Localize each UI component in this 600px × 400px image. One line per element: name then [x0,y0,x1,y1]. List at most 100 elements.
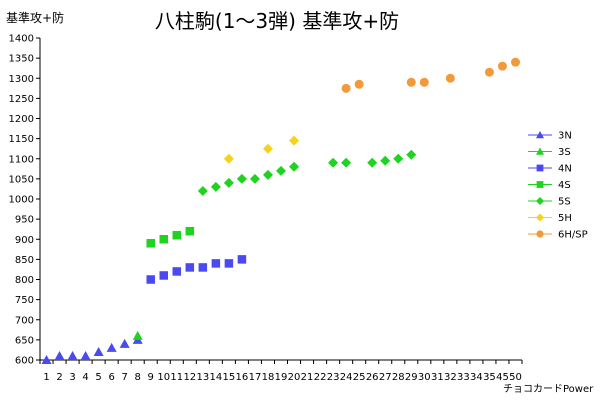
legend-item: 5H [528,213,572,224]
data-point [367,157,378,168]
x-tick-label: 29 [405,372,418,383]
y-tick-label: 600 [15,356,34,367]
legend-label: 3N [558,131,572,142]
data-point [262,169,273,180]
x-tick-label: 7 [121,372,127,383]
y-tick-label: 1350 [9,54,34,65]
data-point [172,230,182,240]
data-point [341,83,351,93]
data-point [406,149,417,160]
x-tick-label: 27 [379,372,392,383]
y-tick-label: 900 [15,235,34,246]
data-points [41,57,520,364]
y-tick-label: 650 [15,335,34,346]
y-axis-label: 基準攻+防 [6,10,64,25]
legend-marker [536,164,544,172]
data-point [445,73,455,83]
data-point [67,350,78,360]
y-tick-label: 950 [15,215,34,226]
x-axis-label: チョコカードPower [503,383,594,395]
x-tick-label: 5 [95,372,101,383]
data-point [223,153,234,164]
legend-item: 3N [528,131,572,142]
x-tick-label: 26 [366,372,379,383]
x-tick-label: 15 [223,372,236,383]
data-point [484,67,494,77]
x-tick-labels: 1 2 3 4 5 6 7 8 9 10 11 12 13 14 15 16 17 18 19 20 21 22 23 24 2… [39,360,523,383]
series-4s [146,226,195,248]
data-point [210,181,221,192]
series-6h-sp [341,57,520,93]
x-tick-label: 28 [392,372,405,383]
x-tick-label: 6 [108,372,114,383]
data-point [41,355,52,364]
x-tick-label: 12 [183,372,196,383]
data-point [146,239,155,248]
series-5s [197,149,417,196]
data-point [106,342,117,352]
y-tick-label: 1300 [9,74,34,85]
x-tick-label: 3 [69,372,75,383]
data-point [93,346,104,356]
legend-label: 5S [558,197,571,208]
data-point [497,61,507,71]
x-tick-label: 31 [431,372,444,383]
data-point [172,267,182,276]
data-point [185,226,195,236]
data-point [380,155,391,166]
x-tick-label: 17 [249,372,262,383]
x-tick-label: 1 [43,372,49,383]
data-point [249,173,260,184]
x-tick-label: 10 [157,372,170,383]
x-tick-label: 35 [483,372,496,383]
legend-label: 6H/SP [558,230,588,241]
series-4n [146,255,247,284]
series-3s [132,330,143,340]
x-tick-label: 34 [470,372,483,383]
legend-label: 3S [558,147,571,158]
data-point [289,135,300,146]
x-tick-label: 2 [56,372,62,383]
y-tick-label: 1000 [9,195,34,206]
legend-item: 4S [528,180,571,191]
y-tick-label: 1150 [9,134,34,145]
legend-label: 5H [558,213,572,224]
legend-marker [536,197,544,205]
data-point [237,255,247,264]
data-point [276,165,286,176]
x-tick-label: 45 [496,372,509,383]
x-tick-label: 9 [148,372,154,383]
legend-marker [536,181,544,188]
y-tick-label: 1050 [9,174,34,185]
y-tick-labels: 600 650 700 750 800 850 900 950 1000 1050 1100 1150… [9,34,40,367]
x-tick-label: 8 [135,372,141,383]
legend-marker [536,147,544,155]
x-tick-label: 30 [418,372,431,383]
legend: 3N 3S 4N 4S 5S 5H 6H/SP [528,131,588,241]
legend-item: 4N [528,164,572,175]
x-tick-label: 21 [301,372,314,383]
data-point [289,161,300,172]
x-tick-label: 50 [509,372,522,383]
data-point [54,350,65,360]
data-point [341,157,352,168]
x-tick-label: 14 [209,372,222,383]
chart-title: 八柱駒(1～3弾) 基準攻+防 [155,9,399,33]
x-tick-label: 23 [327,372,340,383]
legend-marker [536,131,544,139]
x-tick-label: 19 [275,372,288,383]
x-tick-label: 22 [314,372,327,383]
data-point [262,143,273,154]
data-point [510,57,520,67]
data-point [224,259,234,268]
x-tick-label: 18 [262,372,275,383]
legend-marker [536,230,544,238]
data-point [159,235,169,244]
legend-marker [536,213,544,222]
series-5h [223,135,300,164]
data-point [185,263,195,272]
x-tick-label: 11 [170,372,183,383]
x-tick-label: 16 [236,372,249,383]
y-tick-label: 850 [15,255,34,266]
legend-label: 4N [558,164,572,175]
